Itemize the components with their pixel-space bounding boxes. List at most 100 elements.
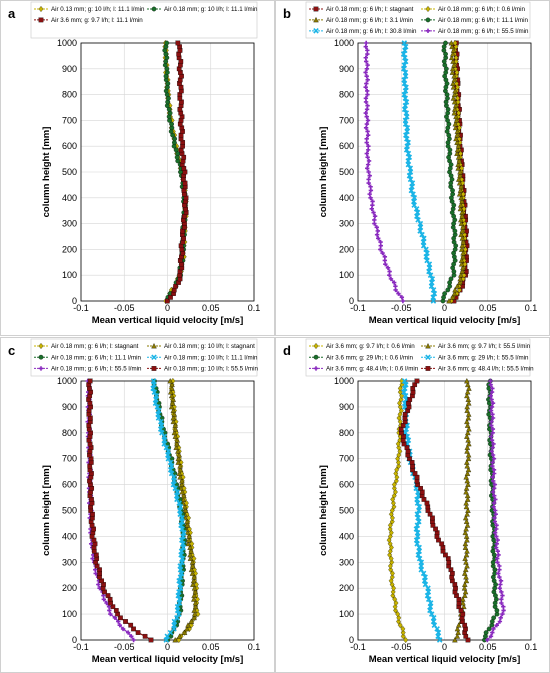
marker-p1-s2 [459,213,465,219]
marker-p1-s5 [363,70,368,75]
marker-p3-s1 [465,381,471,388]
x-tick-label: -0.05 [391,642,412,652]
legend-label: Air 0.18 mm; g: 6 l/h; l: 0.6 l/min [438,6,526,13]
marker-p3-s1 [464,433,470,439]
marker-p1-s2 [452,121,459,127]
marker-p1-s3 [443,40,448,46]
marker-p3-s1 [463,559,469,565]
marker-p1-s0 [313,6,319,12]
marker-p2-s1 [179,489,186,495]
marker-p2-s1 [188,618,195,624]
marker-p3-s1 [465,400,472,406]
marker-p2-s1 [168,392,175,399]
marker-p3-s4 [499,600,504,606]
marker-p1-s5 [378,239,383,245]
marker-p2-s1 [184,529,191,536]
marker-p1-s5 [364,114,369,119]
marker-p1-s4 [402,54,408,61]
marker-p2-s5 [118,615,123,621]
marker-p3-s0 [396,618,401,625]
marker-p1-s4 [424,250,430,256]
marker-p3-s0 [391,481,397,488]
legend-item: Air 0.18 mm; g: 6 l/h; l: 55.5 l/min [34,366,142,373]
marker-p3-s4 [489,434,494,439]
marker-p2-s5 [131,626,136,632]
marker-p3-s4 [499,589,504,595]
marker-p1-s2 [456,191,463,197]
marker-p3-s4 [491,441,496,447]
marker-p0-s2 [173,283,178,289]
marker-p3-s4 [490,460,495,465]
chart-panel-d: d Air 3.6 mm; g: 9.7 l/h; l: 0.6 l/min Air… [275,337,550,673]
legend-label: Air 0.18 mm; g: 6 l/h; l: 11.1 l/min [51,354,142,361]
marker-p3-s1 [464,470,471,476]
legend-label: Air 3.6 mm; g: 48.4 l/h; l: 0.6 l/min [326,366,419,373]
marker-p1-s2 [459,198,465,204]
legend-item: Air 0.18 mm; g: 6 l/h; l: 3.1 l/min [309,16,414,24]
marker-p2-s1 [178,481,185,487]
marker-p1-s5 [363,44,368,49]
marker-p2-s3 [165,448,172,455]
y-tick-label: 400 [339,531,354,541]
legend-label: Air 0.18 mm; g: 10 l/h; l: 55.5 l/min [164,366,258,373]
y-tick-label: 300 [62,557,77,567]
marker-p3-s1 [465,396,472,402]
marker-p0-s1 [166,106,172,112]
marker-p3-s0 [387,522,393,529]
y-axis-label: column height [mm] [41,127,52,218]
marker-p1-s5 [425,28,431,34]
x-tick-label: 0.1 [525,642,538,652]
marker-p2-s3 [176,500,182,506]
marker-p3-s1 [461,570,468,576]
series-2 [452,378,472,643]
marker-p3-s0 [394,466,400,473]
marker-p1-s2 [458,216,464,223]
marker-p2-s1 [190,577,197,584]
series-6 [398,378,471,643]
legend: Air 0.18 mm; g: 6 l/h; l: stagnant Air 0.… [30,338,258,377]
legend-item: Air 0.18 mm; g: 10 l/h; l: 11.1 l/min [147,354,258,361]
marker-p1-s4 [406,154,413,161]
marker-p0-s2 [168,294,173,300]
marker-p3-s5 [425,366,431,371]
y-tick-label: 900 [339,402,354,412]
marker-p3-s0 [390,592,396,599]
marker-p2-s3 [179,526,185,532]
marker-p2-s4 [129,634,134,639]
marker-p2-s1 [191,574,197,580]
marker-p2-s3 [174,615,180,621]
marker-p2-s3 [161,433,168,440]
series-6 [363,40,406,304]
marker-p2-s4 [108,611,113,617]
marker-p1-s5 [364,136,369,142]
legend-label: Air 3.6 mm; g: 9.7 l/h; l: 55.5 l/min [438,343,531,350]
marker-p1-s5 [372,221,377,226]
marker-p3-s0 [389,574,395,581]
marker-p3-s1 [464,563,470,569]
y-tick-label: 400 [62,531,77,541]
marker-p2-s3 [171,474,177,480]
x-tick-label: 0.05 [202,303,220,313]
marker-p3-s4 [490,445,495,450]
marker-p3-s5 [407,397,413,402]
marker-p1-s4 [402,43,409,50]
y-tick-label: 1000 [334,38,354,48]
marker-p2-s3 [180,533,186,540]
marker-p1-s5 [382,258,388,263]
legend-label: Air 0.13 mm; g: 10 l/h; l: 11.1 l/min [51,6,145,13]
marker-p2-s1 [191,596,197,602]
legend-label: Air 0.18 mm; g: 6 l/h; l: 30.8 l/min [326,28,417,35]
marker-p3-s4 [490,463,495,469]
legend-item: Air 0.18 mm; g: 10 l/h; l: 55.5 l/min [147,366,258,373]
marker-p2-s1 [192,603,199,610]
marker-p3-s0 [395,455,401,462]
marker-p3-s1 [466,426,472,432]
marker-p2-s1 [172,433,179,439]
marker-p3-s3 [424,592,431,599]
marker-p3-s1 [460,596,466,602]
marker-p2-s3 [175,592,181,599]
marker-p2-s5 [113,608,119,613]
marker-p1-s5 [385,265,391,271]
marker-p3-s4 [490,426,496,432]
marker-p3-s3 [402,393,409,399]
